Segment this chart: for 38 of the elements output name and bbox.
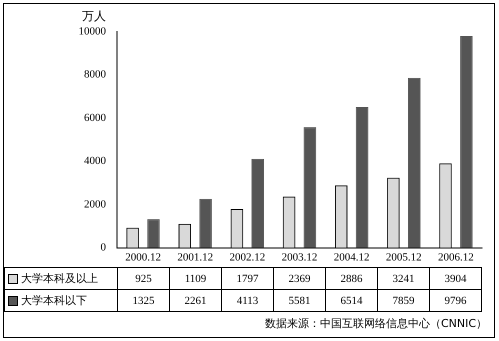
bar (252, 158, 264, 248)
x-tick-label: 2005.12 (386, 251, 422, 264)
data-label: 1325 (118, 290, 170, 312)
bar (199, 198, 212, 248)
data-label: 7859 (378, 290, 430, 312)
data-label: 5581 (274, 290, 326, 312)
y-tick-label: 0 (100, 242, 106, 254)
data-label: 3241 (378, 268, 430, 290)
x-tick-label: 2000.12 (125, 251, 161, 264)
x-tick-label: 2006.12 (438, 251, 474, 264)
y-axis-title: 万人 (82, 8, 106, 25)
y-tick-label: 8000 (84, 68, 106, 81)
y-tick-label: 4000 (84, 155, 106, 168)
data-label: 6514 (326, 290, 378, 312)
legend-label: 大学本科及以上 (4, 268, 118, 290)
x-tick-label: 2004.12 (334, 251, 370, 264)
bar (147, 219, 160, 248)
x-tick-label: 2001.12 (177, 251, 214, 264)
data-label: 925 (118, 268, 170, 290)
data-label: 2886 (326, 268, 378, 290)
bar (356, 106, 368, 248)
source-note: 数据来源：中国互联网络信息中心（CNNIC） (264, 316, 487, 331)
data-label: 1109 (170, 268, 222, 290)
legend-label: 大学本科以下 (4, 290, 118, 312)
bar (304, 127, 316, 248)
data-label: 1797 (222, 268, 274, 290)
bar (460, 36, 473, 248)
y-tick-label: 10000 (78, 25, 106, 38)
data-label: 3904 (430, 268, 482, 290)
bar (408, 78, 420, 248)
data-label: 4113 (222, 290, 274, 312)
y-tick-label: 6000 (84, 112, 106, 124)
x-tick-label: 2002.12 (229, 251, 266, 264)
data-label: 2261 (170, 290, 222, 312)
x-tick-label: 2003.12 (282, 251, 318, 264)
data-label: 2369 (274, 268, 326, 290)
y-tick-label: 2000 (84, 198, 106, 210)
data-label: 9796 (430, 290, 482, 312)
